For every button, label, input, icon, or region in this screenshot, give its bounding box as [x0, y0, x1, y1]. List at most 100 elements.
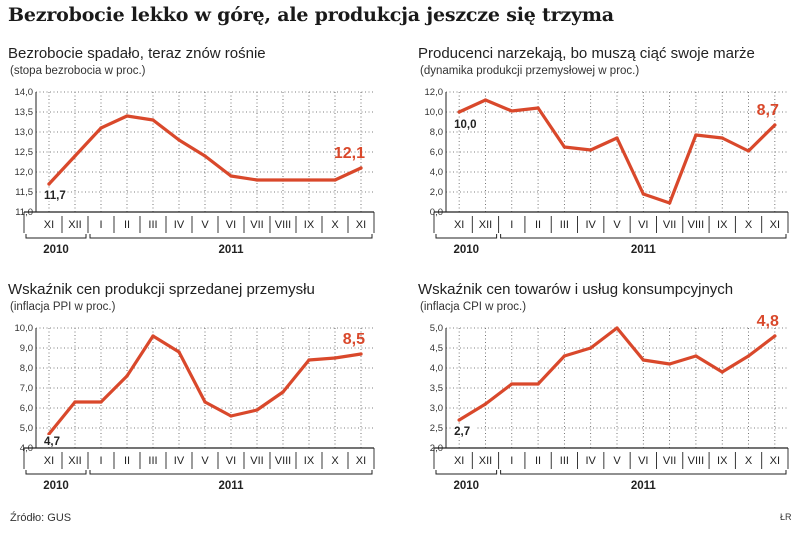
data-point — [255, 408, 259, 412]
data-point — [641, 192, 645, 196]
x-tick-label: XII — [68, 219, 81, 231]
data-point — [536, 106, 540, 110]
x-tick-label: VI — [226, 219, 236, 231]
x-tick-label: VII — [250, 455, 263, 467]
x-tick-label: V — [613, 455, 621, 467]
y-tick-label: 12,5 — [15, 147, 34, 158]
data-point — [281, 390, 285, 394]
data-point — [536, 382, 540, 386]
data-point — [457, 418, 461, 422]
x-tick-label: XI — [770, 219, 780, 231]
x-tick-label: VI — [638, 219, 648, 231]
data-point — [47, 182, 51, 186]
year-label: 2010 — [43, 480, 69, 492]
data-point — [668, 201, 672, 205]
year-bracket — [500, 470, 787, 475]
x-tick-label: X — [745, 455, 753, 467]
data-point — [720, 370, 724, 374]
x-tick-label: VII — [663, 219, 676, 231]
start-label-bg — [43, 189, 67, 201]
data-point — [562, 145, 566, 149]
x-tick-label: X — [331, 219, 339, 231]
data-point — [773, 123, 777, 127]
y-tick-label: 14,0 — [15, 87, 34, 98]
data-point — [255, 178, 259, 182]
chart-subtitle: (dynamika produkcji przemysłowej w proc.… — [420, 65, 639, 77]
year-label: 2010 — [454, 244, 480, 256]
y-tick-label: 10,0 — [15, 323, 34, 334]
x-tick-label: XI — [356, 219, 366, 231]
x-tick-label: XII — [479, 455, 492, 467]
x-tick-label: V — [201, 219, 209, 231]
chart-industrial-production: Producenci narzekają, bo muszą ciąć swoj… — [418, 45, 789, 256]
start-value-label: 4,7 — [44, 436, 60, 448]
data-point — [47, 432, 51, 436]
x-tick-label: IV — [585, 219, 596, 231]
x-tick-label: XI — [44, 455, 54, 467]
y-tick-label: 13,0 — [15, 127, 34, 138]
data-point — [589, 346, 593, 350]
x-tick-label: VIII — [688, 455, 705, 467]
start-value-label: 10,0 — [454, 119, 476, 131]
data-point — [562, 354, 566, 358]
data-point — [307, 178, 311, 182]
data-point — [589, 148, 593, 152]
x-tick-label: VIII — [688, 219, 705, 231]
year-bracket — [500, 234, 787, 239]
series-line — [47, 114, 363, 186]
data-point — [746, 149, 751, 153]
data-point — [125, 374, 129, 378]
chart-subtitle: (inflacja CPI w proc.) — [420, 301, 526, 313]
x-tick-label: V — [201, 455, 209, 467]
year-bracket — [25, 234, 87, 239]
x-tick-label: VII — [250, 219, 263, 231]
y-tick-label: 2,5 — [430, 423, 443, 434]
data-point — [615, 326, 619, 330]
data-point — [457, 110, 461, 114]
data-point — [694, 133, 698, 137]
year-bracket — [89, 234, 373, 239]
x-tick-label: II — [124, 455, 130, 467]
year-bracket — [89, 470, 373, 475]
data-point — [510, 382, 514, 386]
year-bracket — [435, 234, 498, 239]
year-bracket — [25, 470, 87, 475]
y-tick-label: 6,0 — [20, 403, 33, 414]
data-point — [359, 352, 363, 356]
x-tick-label: IX — [304, 455, 315, 467]
chart-title: Wskaźnik cen produkcji sprzedanej przemy… — [8, 281, 315, 298]
x-tick-label: VI — [226, 455, 236, 467]
data-point — [203, 154, 207, 158]
y-tick-label: 11,5 — [15, 187, 33, 198]
data-point — [151, 334, 155, 338]
x-tick-label: IX — [717, 219, 728, 231]
data-point — [99, 400, 103, 404]
x-tick-label: II — [535, 219, 541, 231]
y-tick-label: 10,0 — [425, 107, 444, 118]
data-point — [668, 362, 672, 366]
chart-title: Wskaźnik cen towarów i usług konsumpcyjn… — [418, 281, 733, 298]
year-bracket — [435, 470, 498, 475]
x-tick-label: XII — [479, 219, 492, 231]
end-value-label: 8,5 — [343, 331, 365, 348]
data-point — [203, 400, 207, 404]
start-label-bg — [453, 425, 478, 437]
x-tick-label: II — [124, 219, 130, 231]
x-tick-label: X — [745, 219, 753, 231]
data-point — [99, 126, 103, 130]
data-point — [510, 109, 514, 113]
y-tick-label: 3,0 — [430, 403, 443, 414]
data-point — [615, 136, 619, 140]
y-tick-label: 13,5 — [15, 107, 34, 118]
chart-unemployment: Bezrobocie spadało, teraz znów rośnie (st… — [8, 45, 375, 256]
data-point — [229, 174, 233, 178]
x-tick-label: IV — [174, 455, 185, 467]
data-point — [333, 356, 337, 360]
year-label: 2011 — [219, 480, 245, 492]
year-label: 2010 — [43, 244, 69, 256]
x-tick-label: III — [560, 219, 569, 231]
y-tick-label: 12,0 — [15, 167, 34, 178]
data-point — [641, 358, 645, 362]
x-tick-label: I — [99, 219, 102, 231]
x-tick-label: III — [148, 219, 157, 231]
